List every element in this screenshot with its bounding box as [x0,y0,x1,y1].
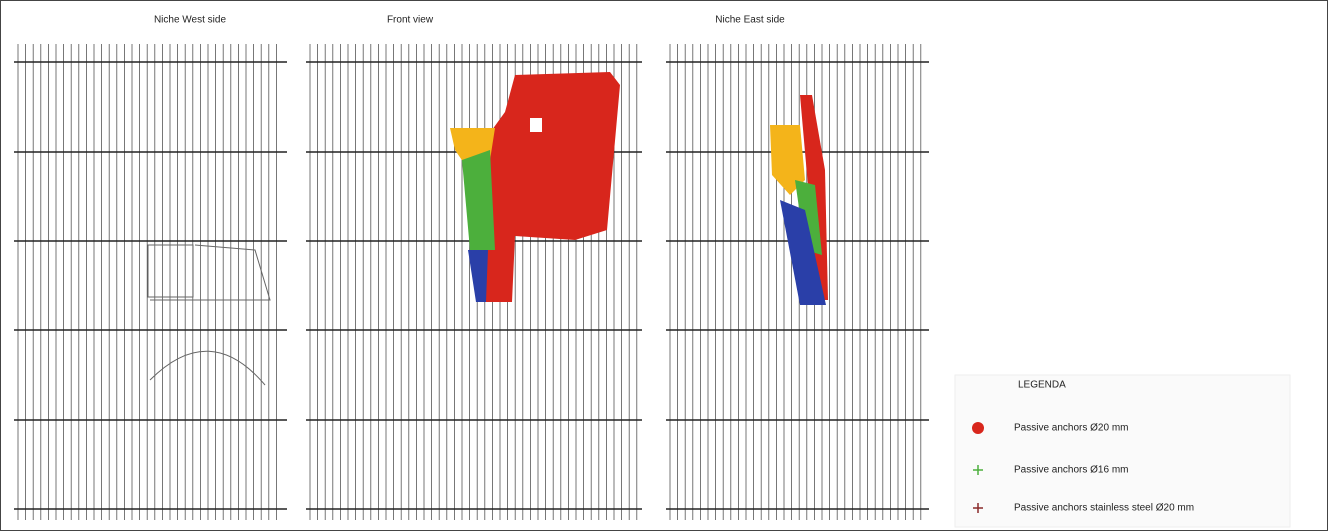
panel-title: Front view [387,15,434,26]
legend-label: Passive anchors Ø20 mm [1014,423,1129,434]
legend-box [954,374,1291,528]
zone-blue [780,200,826,305]
legend-title: LEGENDA [1018,380,1066,391]
legend-symbol [973,465,983,475]
anchor-zones [450,72,828,305]
sketch [147,244,271,386]
zone-yellow [770,125,805,195]
panel-title: Niche West side [154,15,227,26]
legend-label: Passive anchors stainless steel Ø20 mm [1014,503,1194,514]
legend-symbol [973,503,983,513]
zone-green [462,150,495,250]
opening [530,118,542,132]
zone-red [475,72,620,302]
legend-label: Passive anchors Ø16 mm [1014,465,1129,476]
zone-green [795,180,822,255]
legend: LEGENDA Passive anchors Ø20 mm Passive a… [954,374,1291,528]
zone-blue [468,250,488,302]
panel-title: Niche East side [715,15,785,26]
legend-symbol [972,422,984,434]
